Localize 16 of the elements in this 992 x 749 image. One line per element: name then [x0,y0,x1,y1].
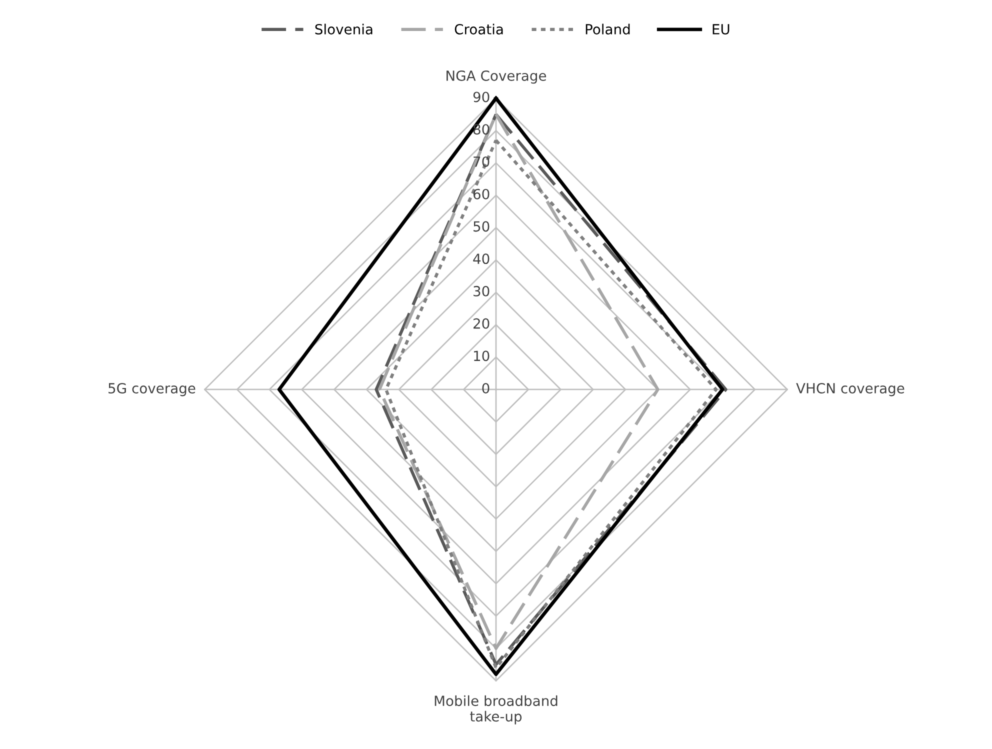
y-tick-label: 30 [474,286,490,296]
legend-label: EU [712,24,730,34]
legend-label: Slovenia [315,24,372,34]
y-tick-label: 50 [474,221,490,232]
spoke-label: Mobile broadband take-up [434,695,558,724]
spoke-label: VHCN coverage [796,383,904,396]
spoke-label: NGA Coverage [446,70,546,84]
spoke-label: 5G coverage [108,383,196,396]
y-tick-label: 60 [473,188,490,200]
y-tick-label: 40 [473,254,490,264]
y-tick-label: 10 [474,350,490,362]
legend-label: Poland [586,24,630,34]
legend-label: Croatia [454,24,503,34]
y-tick-label: 0 [482,383,490,394]
y-tick-label: 20 [474,318,490,329]
y-tick-label: 90 [473,92,490,102]
